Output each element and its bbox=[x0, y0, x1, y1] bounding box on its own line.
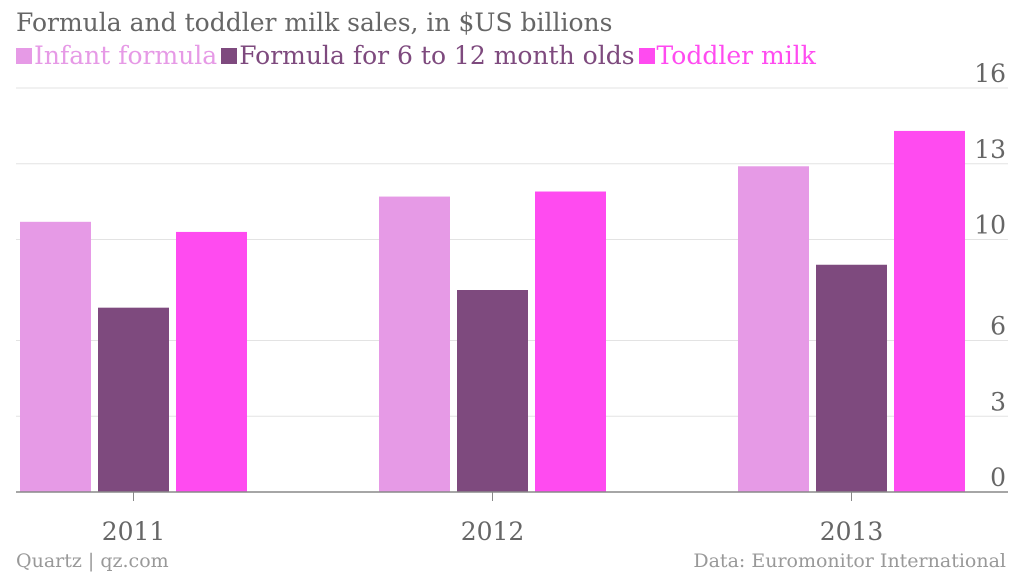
y-tick-label: 16 bbox=[974, 59, 1006, 88]
legend-label-toddler-milk: Toddler milk bbox=[656, 41, 816, 70]
x-tick-label: 2012 bbox=[461, 517, 525, 546]
y-tick-label: 13 bbox=[974, 135, 1006, 164]
legend-item-infant-formula: Infant formula bbox=[16, 41, 217, 71]
legend-label-formula-6-12: Formula for 6 to 12 month olds bbox=[239, 41, 635, 70]
chart-legend: Infant formula Formula for 6 to 12 month… bbox=[16, 41, 820, 71]
legend-swatch-formula-6-12 bbox=[221, 48, 238, 64]
x-tick-label: 2011 bbox=[102, 517, 166, 546]
legend-item-toddler-milk: Toddler milk bbox=[638, 41, 816, 71]
bar-infant-formula-2011 bbox=[20, 221, 91, 492]
footer-credit: Quartz | qz.com bbox=[16, 550, 169, 572]
bar-infant-formula-2013 bbox=[738, 166, 809, 492]
legend-label-infant-formula: Infant formula bbox=[34, 41, 218, 70]
chart-title: Formula and toddler milk sales, in $US b… bbox=[16, 8, 613, 37]
y-tick-label: 10 bbox=[974, 211, 1006, 240]
legend-item-formula-6-12: Formula for 6 to 12 month olds bbox=[221, 41, 635, 71]
bar-formula-for-6-to-12-month-olds-2013 bbox=[816, 264, 887, 492]
bar-formula-for-6-to-12-month-olds-2012 bbox=[457, 290, 528, 492]
x-tick-label: 2013 bbox=[820, 517, 884, 546]
y-tick-label: 6 bbox=[990, 312, 1006, 341]
bar-infant-formula-2012 bbox=[379, 196, 450, 492]
y-tick-label: 3 bbox=[990, 387, 1006, 416]
legend-swatch-infant-formula bbox=[16, 48, 32, 64]
x-axis: 2011 2012 2013 bbox=[16, 491, 1008, 546]
y-axis: 0 3 6 10 13 16 bbox=[974, 59, 1006, 492]
legend-swatch-toddler-milk bbox=[638, 48, 655, 64]
bar-toddler-milk-2011 bbox=[176, 231, 247, 493]
bar-formula-for-6-to-12-month-olds-2011 bbox=[98, 307, 169, 492]
bars bbox=[20, 130, 965, 493]
y-tick-label: 0 bbox=[990, 463, 1006, 492]
bar-toddler-milk-2012 bbox=[535, 191, 606, 492]
bar-toddler-milk-2013 bbox=[894, 130, 965, 493]
footer-source: Data: Euromonitor International bbox=[693, 550, 1006, 572]
